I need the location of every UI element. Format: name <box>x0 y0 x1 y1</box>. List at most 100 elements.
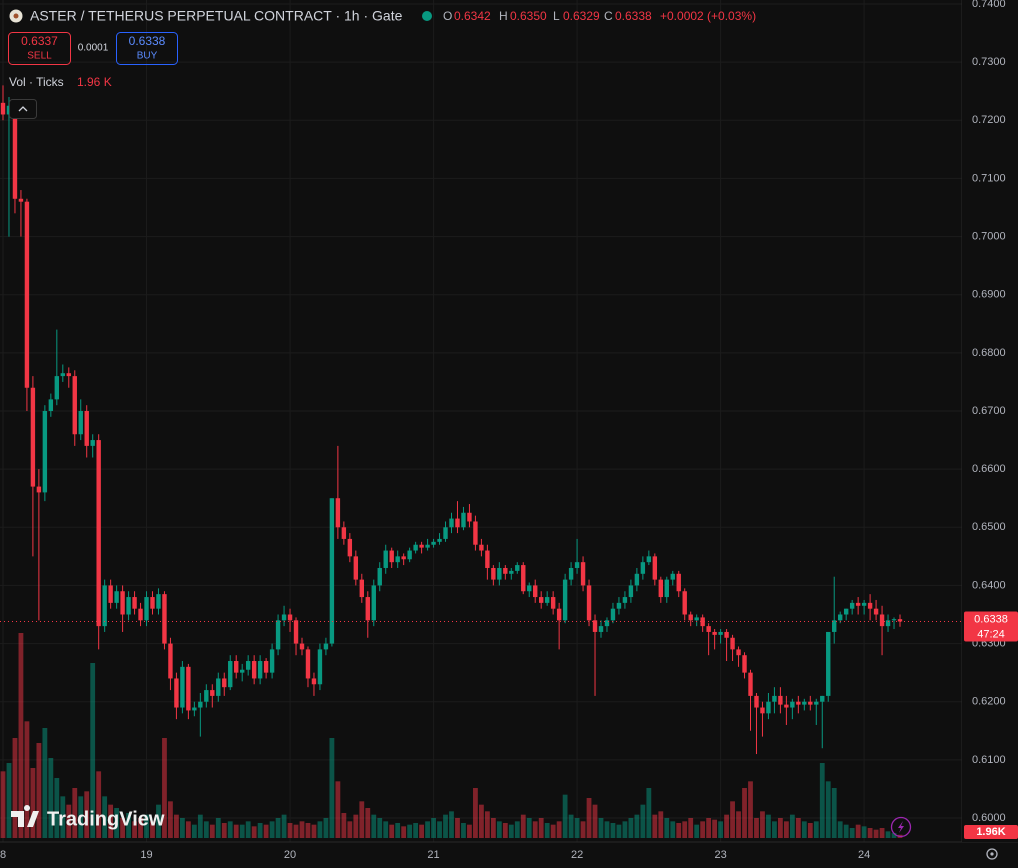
volume-bar <box>801 821 807 838</box>
volume-bar <box>60 796 66 838</box>
candle-body <box>598 626 604 632</box>
volume-bar <box>855 824 861 838</box>
volume-bar <box>778 818 783 838</box>
volume-bar <box>580 821 586 838</box>
volume-bar <box>670 821 676 838</box>
y-tick-label: 0.6200 <box>972 696 1006 708</box>
candle-body <box>497 567 502 580</box>
volume-bar <box>114 808 120 838</box>
ohlc-value: 0.6350 <box>510 9 547 23</box>
candle-body <box>556 608 562 621</box>
price-axis-bg <box>962 0 1018 842</box>
candle-body <box>509 570 514 574</box>
sell-button[interactable] <box>8 32 71 65</box>
candle-body <box>102 585 107 627</box>
volume-bar <box>269 821 275 838</box>
volume-bar <box>263 824 269 838</box>
volume-bar <box>550 824 556 838</box>
volume-bar <box>712 819 718 838</box>
candle-body <box>299 643 305 650</box>
candle-body <box>401 556 406 560</box>
settings-icon-center <box>990 852 994 856</box>
volume-bar <box>347 821 353 838</box>
settings-icon[interactable] <box>986 848 998 860</box>
candle-body <box>132 597 137 609</box>
candle-body <box>832 620 837 632</box>
candle-body <box>455 518 460 528</box>
candle-body <box>628 585 634 598</box>
volume-bar <box>251 826 257 838</box>
volume-bar <box>658 811 664 838</box>
candle-body <box>120 591 125 615</box>
x-tick-label: 19 <box>140 849 152 861</box>
volume-bar <box>724 814 729 838</box>
volume-bar <box>508 824 514 838</box>
volume-bar <box>185 821 191 838</box>
symbol-title[interactable]: ASTER / TETHERUS PERPETUAL CONTRACT · 1h… <box>30 8 403 24</box>
volume-bar <box>0 771 6 838</box>
candle-body <box>646 556 652 563</box>
volume-indicator[interactable]: Vol · Ticks <box>9 75 64 89</box>
volume-bar <box>490 818 496 838</box>
volume-bar <box>455 818 460 838</box>
volume-bar <box>616 824 622 838</box>
volume-bar <box>209 824 215 838</box>
volume-layer <box>0 633 903 838</box>
volume-bar <box>772 821 777 838</box>
candle-body <box>491 567 496 580</box>
volume-bar <box>586 798 592 838</box>
volume-bar <box>233 824 239 838</box>
volume-bar <box>706 818 712 838</box>
collapse-button[interactable] <box>9 99 37 119</box>
volume-bar <box>813 821 819 838</box>
volume-bar <box>197 814 203 838</box>
y-tick-label: 0.6700 <box>972 405 1006 417</box>
candle-body <box>670 573 675 580</box>
candle-body <box>204 690 209 702</box>
candle-body <box>6 105 12 115</box>
volume-bar <box>371 814 377 838</box>
volume-bar <box>694 824 700 838</box>
candle-body <box>533 585 538 598</box>
volume-bar <box>353 814 359 838</box>
candle-body <box>796 701 801 705</box>
candle-body <box>861 602 867 606</box>
candle-body <box>718 631 723 635</box>
candle-body <box>96 440 101 627</box>
volume-bar <box>736 811 741 838</box>
candle-body <box>443 527 448 539</box>
volume-bar <box>443 814 448 838</box>
candle-body <box>353 556 359 580</box>
candle-body <box>437 538 442 542</box>
volume-bar <box>191 824 197 838</box>
volume-bar <box>754 818 759 838</box>
candle-body <box>539 597 544 603</box>
buy-button[interactable] <box>116 32 178 65</box>
candle-body <box>383 550 388 568</box>
candle-body <box>706 626 711 632</box>
volume-bar <box>281 814 287 838</box>
volume-bar <box>126 813 131 838</box>
candle-body <box>359 579 364 598</box>
candle-body <box>413 544 418 551</box>
candle-body <box>592 620 598 632</box>
volume-bar <box>66 804 72 838</box>
market-status[interactable] <box>422 11 432 21</box>
candle-body <box>323 643 329 650</box>
candle-body <box>897 619 903 622</box>
alert-icon[interactable] <box>890 816 912 838</box>
sell-price: 0.6337 <box>21 34 58 48</box>
candle-body <box>30 387 36 487</box>
candle-body <box>664 579 669 598</box>
volume-bar <box>431 818 436 838</box>
candle-body <box>174 678 179 708</box>
y-tick-label: 0.6100 <box>972 754 1006 766</box>
x-tick-label: 8 <box>0 849 6 861</box>
volume-bar <box>30 768 36 838</box>
volume-bar <box>748 781 753 838</box>
candle-body <box>395 556 400 563</box>
candle-body <box>574 562 580 568</box>
candle-body <box>54 376 60 400</box>
volume-bar <box>461 823 466 838</box>
